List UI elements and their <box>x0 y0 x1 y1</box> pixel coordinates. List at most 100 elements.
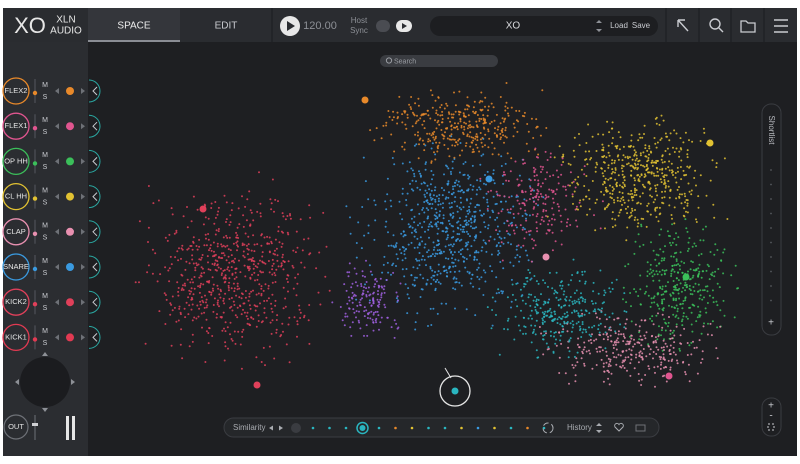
sample-dot[interactable] <box>525 231 528 234</box>
sample-dot[interactable] <box>578 144 581 147</box>
sample-dot[interactable] <box>382 288 385 291</box>
sample-dot[interactable] <box>293 316 296 319</box>
sample-dot[interactable] <box>540 171 542 173</box>
sample-dot[interactable] <box>633 338 635 341</box>
sample-dot[interactable] <box>270 240 273 243</box>
sample-dot[interactable] <box>571 300 574 303</box>
sample-dot[interactable] <box>245 315 248 318</box>
tab-edit[interactable] <box>180 8 272 42</box>
sample-dot[interactable] <box>144 342 147 345</box>
sample-dot[interactable] <box>351 282 354 285</box>
sample-dot[interactable] <box>361 274 364 277</box>
sample-dot[interactable] <box>614 178 617 181</box>
save-button[interactable]: Save <box>632 21 651 30</box>
sample-dot[interactable] <box>457 259 460 262</box>
sample-dot[interactable] <box>630 214 633 217</box>
sample-dot[interactable] <box>450 138 453 141</box>
sample-dot[interactable] <box>468 175 471 178</box>
sample-dot[interactable] <box>450 113 453 116</box>
sample-dot[interactable] <box>451 245 454 248</box>
clear-icon[interactable] <box>635 424 646 432</box>
sample-dot[interactable] <box>377 300 380 303</box>
sample-dot[interactable] <box>436 232 439 235</box>
sample-dot[interactable] <box>672 297 675 300</box>
sample-dot[interactable] <box>626 340 629 343</box>
mute-button[interactable]: M <box>42 82 48 89</box>
sample-dot[interactable] <box>228 236 231 239</box>
sample-dot[interactable] <box>629 340 632 343</box>
sample-dot[interactable] <box>465 308 468 311</box>
sample-dot[interactable] <box>685 210 687 213</box>
sample-dot[interactable] <box>224 245 227 248</box>
sample-dot[interactable] <box>519 207 522 210</box>
sample-dot[interactable] <box>244 275 247 278</box>
solo-button[interactable]: S <box>43 340 48 347</box>
sample-dot[interactable] <box>592 290 595 293</box>
sample-dot[interactable] <box>259 215 262 218</box>
sample-dot[interactable] <box>549 334 552 337</box>
sample-dot[interactable] <box>618 191 621 194</box>
sample-dot[interactable] <box>174 256 177 259</box>
sample-dot[interactable] <box>672 299 675 302</box>
sample-dot[interactable] <box>226 236 229 239</box>
sample-dot[interactable] <box>634 216 637 219</box>
sample-dot[interactable] <box>259 259 261 262</box>
sample-dot[interactable] <box>615 341 618 344</box>
sample-dot[interactable] <box>611 193 614 195</box>
sample-dot[interactable] <box>373 199 376 202</box>
sample-dot[interactable] <box>663 298 666 301</box>
sample-dot[interactable] <box>201 326 203 329</box>
sample-dot[interactable] <box>220 243 223 246</box>
sample-dot[interactable] <box>286 274 289 277</box>
sample-dot[interactable] <box>351 321 354 324</box>
sample-dot[interactable] <box>569 337 572 340</box>
sample-dot[interactable] <box>663 366 665 369</box>
sample-dot[interactable] <box>416 134 419 137</box>
sample-dot[interactable] <box>427 249 430 252</box>
sample-dot[interactable] <box>479 132 482 134</box>
sample-dot[interactable] <box>663 179 666 181</box>
sample-dot[interactable] <box>271 268 274 271</box>
sample-dot[interactable] <box>476 188 479 191</box>
sample-dot[interactable] <box>612 347 615 349</box>
sample-dot[interactable] <box>171 295 174 298</box>
sample-dot[interactable] <box>545 215 547 217</box>
sample-dot[interactable] <box>542 319 544 322</box>
sample-dot[interactable] <box>207 342 210 345</box>
sample-dot[interactable] <box>488 137 491 140</box>
sample-dot[interactable] <box>254 309 257 312</box>
sample-dot[interactable] <box>668 350 671 352</box>
sample-dot[interactable] <box>436 121 439 124</box>
sample-dot[interactable] <box>286 215 289 217</box>
sample-highlight[interactable] <box>361 96 369 104</box>
sample-dot[interactable] <box>682 360 685 363</box>
sample-dot[interactable] <box>645 169 648 172</box>
sample-dot[interactable] <box>445 269 448 272</box>
sample-dot[interactable] <box>512 135 515 138</box>
sample-dot[interactable] <box>614 168 617 171</box>
sample-dot[interactable] <box>609 184 611 187</box>
sample-dot[interactable] <box>491 309 494 311</box>
sample-dot[interactable] <box>178 247 180 250</box>
sample-dot[interactable] <box>364 180 367 183</box>
sample-dot[interactable] <box>607 203 610 206</box>
sample-dot[interactable] <box>667 166 670 169</box>
sample-dot[interactable] <box>212 283 215 286</box>
sample-dot[interactable] <box>642 243 645 246</box>
sample-dot[interactable] <box>231 339 234 342</box>
sample-dot[interactable] <box>272 252 275 255</box>
sample-dot[interactable] <box>617 353 620 356</box>
sample-dot[interactable] <box>556 322 559 324</box>
sample-dot[interactable] <box>303 314 306 317</box>
sample-dot[interactable] <box>373 285 376 288</box>
sample-dot[interactable] <box>633 149 636 152</box>
sample-dot[interactable] <box>170 263 173 266</box>
sample-dot[interactable] <box>466 210 469 212</box>
sample-dot[interactable] <box>209 247 212 250</box>
sample-dot[interactable] <box>431 106 434 109</box>
sample-dot[interactable] <box>631 199 634 202</box>
sample-dot[interactable] <box>422 113 425 116</box>
sample-dot[interactable] <box>651 334 654 337</box>
sample-dot[interactable] <box>275 247 278 250</box>
sample-dot[interactable] <box>663 160 666 163</box>
